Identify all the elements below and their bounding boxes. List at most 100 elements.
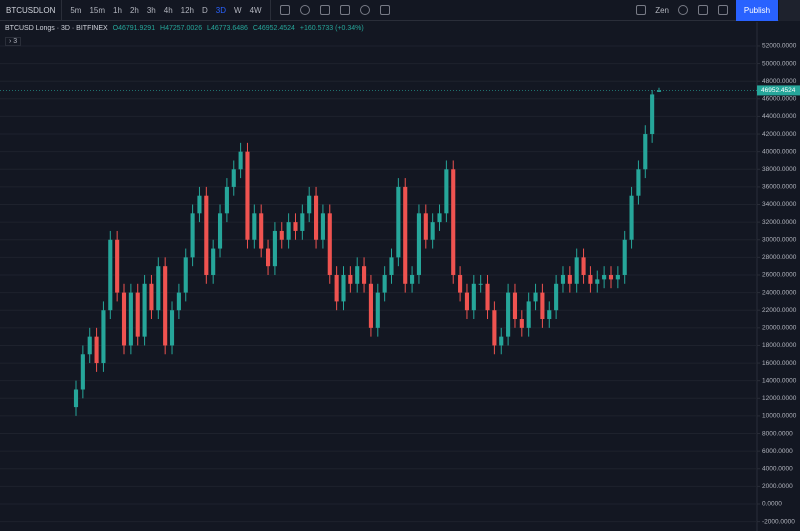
candle-body [149,283,154,311]
candle-body [650,94,655,135]
interval-group: 5m 15m 1h 2h 3h 4h 12h D 3D W 4W [66,6,265,15]
candle-body [595,279,600,284]
last-price-tag [757,85,800,96]
candle-body [135,292,140,337]
legend-low: L46773.6486 [207,25,248,32]
candle-body [80,354,85,390]
candle-body [87,336,92,355]
y-tick-label: 22000.0000 [762,307,797,314]
interval-button[interactable]: 4h [163,5,173,15]
interval-button[interactable]: 5m [70,5,82,15]
y-tick-label: 14000.0000 [762,377,797,384]
snapshot-button[interactable] [718,5,728,15]
interval-button[interactable]: 3h [146,5,156,15]
candle-body [430,222,435,240]
candle-body [362,266,367,284]
candle-body [396,186,401,258]
candle-body [471,283,476,311]
interval-button[interactable]: 2h [129,5,139,15]
candle-body [272,230,277,267]
candle-body [451,169,456,275]
candle-body [403,186,408,284]
layout-button[interactable] [636,5,647,15]
candle-body [423,213,428,240]
indicators-button[interactable] [299,5,310,15]
candle-body [327,213,332,275]
y-tick-label: 42000.0000 [762,131,797,138]
candle-body [492,310,497,346]
candle-body [416,213,421,275]
candle-body [204,195,209,275]
interval-button[interactable]: 1h [113,5,122,15]
candle-body [636,169,641,196]
y-tick-label: 28000.0000 [762,254,797,261]
legend-close: C46952.4524 [252,25,295,32]
interval-button[interactable]: W [234,5,242,15]
candle-body [375,292,380,328]
indicators-toggle[interactable]: › 3 [5,37,22,46]
y-tick-label: 50000.0000 [762,60,797,67]
candle-body [499,336,504,346]
candle-body [169,310,175,346]
candle-body [163,266,168,346]
candle-body [252,213,257,240]
candle-body [410,274,415,284]
candle-body [279,230,284,240]
candle-body [602,274,607,280]
candle-body [156,266,161,311]
replay-button[interactable] [359,5,370,15]
candle-body [629,195,634,240]
alert-button[interactable] [339,5,350,15]
chart-type-button[interactable] [279,5,290,15]
candle-body [526,301,531,328]
y-tick-label: -2000.0000 [762,518,795,525]
interval-button[interactable]: D [202,5,208,15]
candle-body [437,213,442,223]
undo-button[interactable] [379,5,390,15]
publish-button[interactable]: Publish [736,0,778,21]
y-tick-label: 48000.0000 [762,78,797,85]
candle-body [341,274,346,302]
y-tick-label: 10000.0000 [762,413,797,420]
y-tick-label: 4000.0000 [762,465,793,472]
candle-body [259,213,264,249]
settings-button[interactable] [678,5,688,15]
candle-body [142,283,147,337]
y-tick-label: 40000.0000 [762,148,797,155]
y-tick-label: 38000.0000 [762,166,797,173]
candle-body [121,292,127,346]
theme-button[interactable]: Zen [655,5,669,15]
candle-body [656,90,662,92]
y-tick-label: 44000.0000 [762,113,797,120]
candle-body [176,292,181,311]
candle-body [643,134,648,170]
legend-change: +160.5733 (+0.34%) [299,25,364,32]
candle-body [101,310,106,364]
fullscreen-button[interactable] [698,5,708,15]
candle-body [108,239,113,311]
y-tick-label: 0.0000 [762,501,782,508]
play-button[interactable] [779,0,800,21]
interval-button[interactable]: 4W [249,5,262,15]
symbol-search[interactable]: BTCUSDLON [0,0,63,21]
y-tick-label: 2000.0000 [762,483,793,490]
candle-body [540,292,545,320]
candle-body [389,257,394,275]
y-tick-label: 24000.0000 [762,289,797,296]
indicator-count: 3 [13,38,18,45]
candle-body [567,274,572,284]
interval-button[interactable]: 3D [215,5,227,15]
compare-button[interactable] [319,5,330,15]
y-tick-label: 52000.0000 [762,43,797,50]
candle-body [519,319,524,328]
candle-body [197,195,202,214]
candle-body [554,283,559,311]
candle-body [608,274,614,280]
interval-button[interactable]: 15m [89,5,106,15]
y-tick-label: 12000.0000 [762,395,797,402]
y-tick-label: 30000.0000 [762,236,797,243]
last-price-label: 46952.4524 [761,87,796,94]
candle-body [115,239,120,293]
interval-button[interactable]: 12h [180,5,195,15]
